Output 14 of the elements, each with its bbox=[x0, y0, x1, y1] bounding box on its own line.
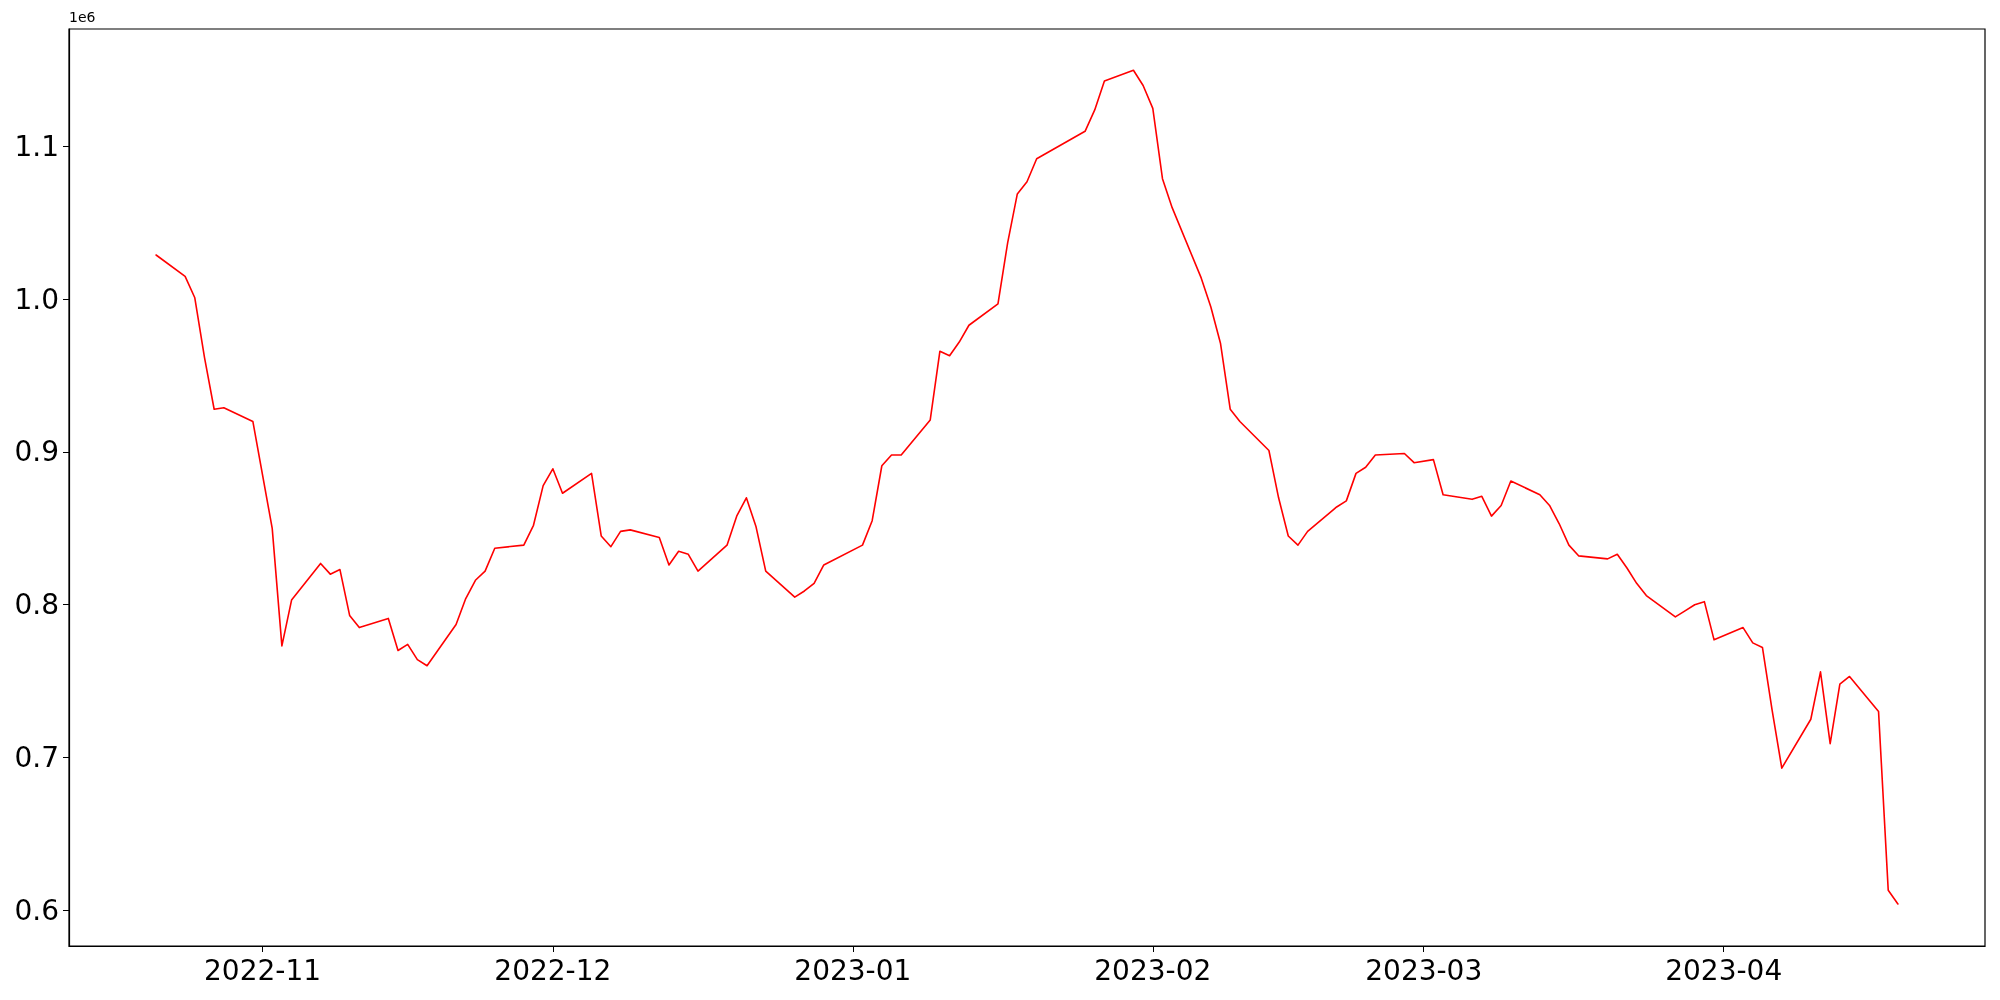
x-tick-label: 2022-12 bbox=[494, 953, 612, 987]
y-tick-label: 0.7 bbox=[14, 740, 59, 774]
text: 1e6 bbox=[69, 9, 96, 25]
y-tick-label: 0.8 bbox=[14, 588, 59, 622]
x-tick-label: 2023-03 bbox=[1365, 953, 1483, 987]
x-tick-label: 2023-04 bbox=[1665, 953, 1783, 987]
y-tick-label: 0.9 bbox=[14, 435, 59, 469]
x-tick-label: 2023-02 bbox=[1094, 953, 1212, 987]
y-tick-label: 0.6 bbox=[14, 893, 59, 927]
line-series bbox=[155, 69, 1899, 905]
y-tick-label: 1.0 bbox=[14, 282, 59, 316]
x-tick-label: 2023-01 bbox=[794, 953, 912, 987]
x-tick-label: 2022-11 bbox=[204, 953, 322, 987]
y-tick-label: 1.1 bbox=[14, 130, 59, 164]
